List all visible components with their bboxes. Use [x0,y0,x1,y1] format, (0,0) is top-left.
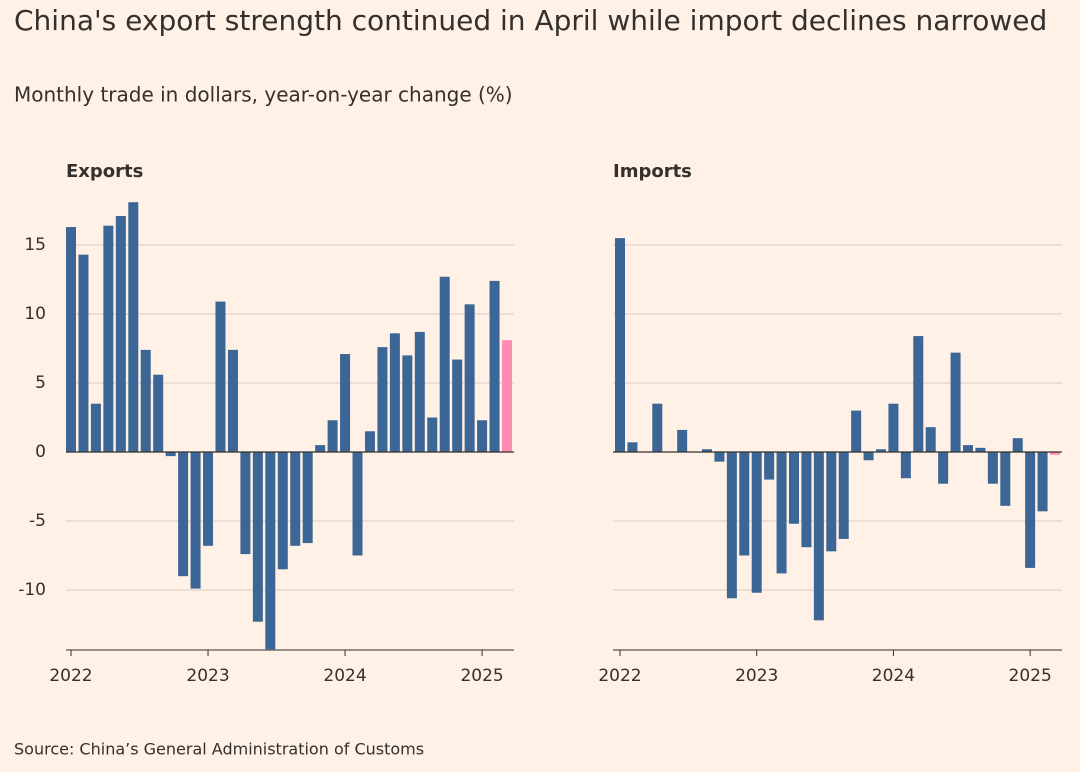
bar [252,451,263,622]
bar [115,216,126,452]
x-tick-label: 2024 [323,666,366,686]
bar [364,431,375,452]
x-tick-label: 2024 [872,666,915,686]
bar [677,429,688,452]
panel-title: Exports [66,161,143,182]
bar [128,202,139,452]
bar [427,417,438,452]
bar [340,354,351,452]
bar [851,410,862,452]
bar [863,451,874,461]
bar [489,280,500,452]
bar [627,442,638,452]
bar [975,447,986,452]
y-tick-label: 0 [35,442,46,462]
bar [290,451,301,546]
bar [776,451,787,574]
bar [925,427,936,452]
bar [1000,451,1011,506]
bar [240,451,251,555]
y-tick-label: 10 [24,304,46,324]
bar [764,451,775,480]
bar [352,451,363,556]
bar [414,331,425,452]
bar [987,451,998,484]
bar [315,445,326,452]
bar [178,451,189,577]
bar [1050,451,1060,455]
y-tick-label: -5 [29,511,46,531]
subtitle: Monthly trade in dollars, year-on-year c… [14,83,513,107]
bar [963,445,973,452]
y-tick-label: 5 [35,373,46,393]
bar [66,227,76,452]
bar [302,451,313,544]
bar [203,451,214,546]
bar [502,340,512,452]
title: China's export strength continued in Apr… [14,4,1047,37]
bar [714,451,725,462]
bar [153,374,164,452]
bar [464,304,475,452]
bar [751,451,762,593]
bar [452,359,463,452]
x-tick-label: 2022 [598,666,641,686]
bar [402,355,413,452]
bar [702,449,712,452]
bar [938,451,949,484]
bar [900,451,911,479]
bar [652,403,663,452]
bar [477,420,488,452]
y-tick-label: 15 [24,235,46,255]
panel-title: Imports [613,161,692,182]
x-tick-label: 2025 [1009,666,1052,686]
bar [950,352,961,452]
bar [78,254,89,452]
bar [165,451,176,457]
bar [277,451,288,570]
bar [227,349,238,452]
bar [1012,438,1023,452]
bar [876,449,886,452]
bar [327,420,338,452]
bar [888,403,899,452]
bar [1037,451,1048,512]
bar [439,276,450,452]
source: Source: China’s General Administration o… [14,740,424,759]
bar [726,451,737,599]
x-tick-label: 2023 [186,666,229,686]
bar [789,451,799,524]
bar [90,403,101,452]
bar [1025,451,1036,568]
bar [913,336,924,452]
bar [215,301,226,452]
bar [389,333,400,452]
bar [140,349,151,452]
y-tick-label: -10 [18,580,46,600]
bar [615,238,625,452]
bar [103,225,114,452]
bar [265,451,276,650]
bar [826,451,837,552]
bar [739,451,750,556]
bar [801,451,812,548]
x-tick-label: 2025 [460,666,503,686]
x-tick-label: 2023 [735,666,778,686]
bar [813,451,824,621]
bar [190,451,201,589]
x-tick-label: 2022 [49,666,92,686]
bar [838,451,849,539]
bar [377,347,388,452]
